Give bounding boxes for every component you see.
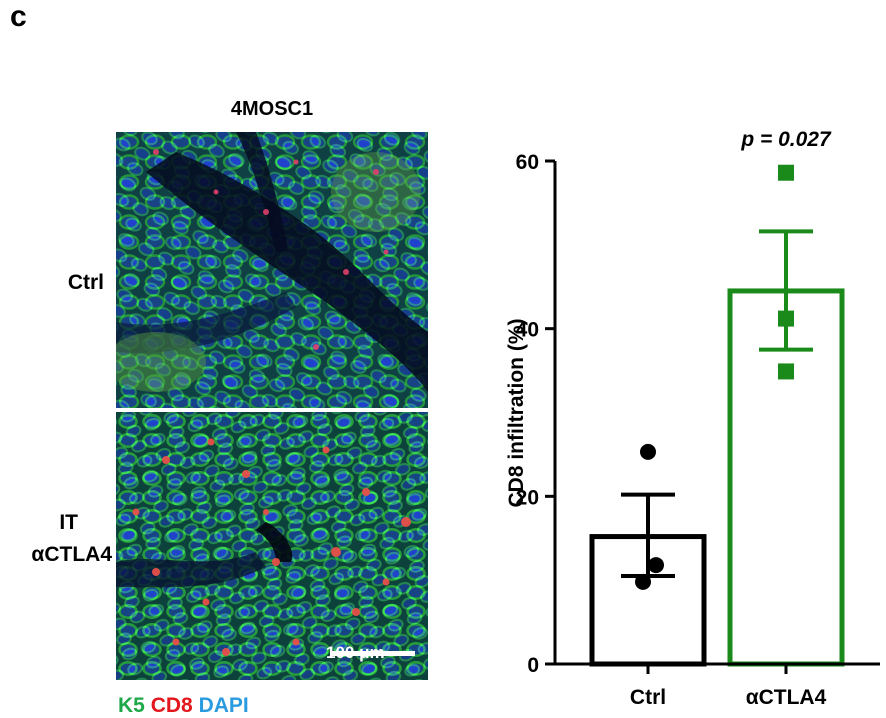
panel-letter: c [10, 0, 27, 33]
data-point [635, 573, 651, 590]
data-point [648, 557, 664, 574]
legend-dapi: DAPI [198, 694, 249, 717]
y-tick-label: 40 [516, 319, 539, 342]
legend-k5: K5 [118, 694, 145, 717]
data-point [778, 363, 794, 380]
data-point [778, 310, 794, 327]
bars [589, 164, 845, 667]
stain-legend: K5 CD8 DAPI [118, 694, 249, 718]
data-point [778, 164, 794, 181]
scalebar [331, 651, 415, 656]
x-tick-label: Ctrl [630, 686, 666, 709]
legend-cd8: CD8 [150, 694, 193, 717]
y-axis-label: CD8 infiltration (%) [505, 319, 528, 508]
p-value-annotation: p = 0.027 [740, 128, 832, 151]
y-tick-label: 20 [516, 486, 539, 509]
data-point [640, 443, 656, 460]
micrograph-ctrl [116, 132, 428, 408]
micrograph-actla4 [116, 412, 428, 680]
y-tick-label: 0 [527, 654, 539, 677]
x-axis: Ctrl αCTLA4 [555, 662, 880, 709]
x-tick-label: αCTLA4 [746, 686, 827, 709]
scalebar-label: 100 μm [326, 643, 385, 662]
row-label-it: IT [59, 511, 78, 534]
y-tick-label: 60 [516, 151, 539, 174]
bar-actla4 [727, 288, 845, 667]
y-axis: 0 20 40 60 [516, 151, 557, 677]
row-label-actla4: αCTLA4 [31, 543, 112, 566]
row-label-ctrl: Ctrl [67, 271, 104, 294]
image-title: 4MOSC1 [230, 98, 314, 120]
